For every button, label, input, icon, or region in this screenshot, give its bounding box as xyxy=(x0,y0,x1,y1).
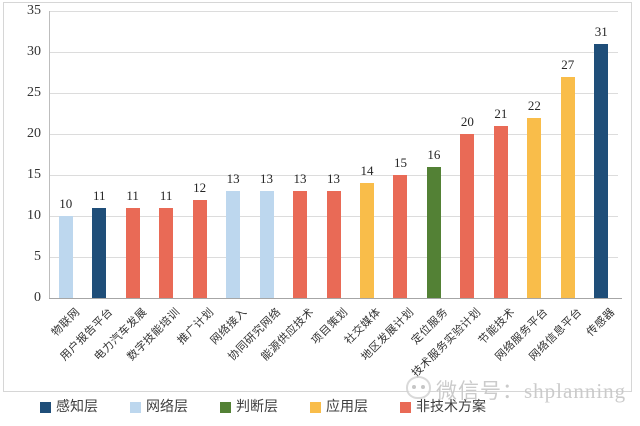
legend-item: 应用层 xyxy=(310,400,368,415)
bar-value-label: 16 xyxy=(427,146,441,162)
legend-swatch-icon xyxy=(40,402,51,413)
bar xyxy=(527,117,542,298)
gridline xyxy=(49,175,618,176)
legend-label: 判断层 xyxy=(236,400,278,415)
bar-value-label: 27 xyxy=(561,56,575,72)
legend-label: 非技术方案 xyxy=(416,400,486,415)
legend-swatch-icon xyxy=(130,402,141,413)
bar-value-label: 14 xyxy=(360,163,374,179)
y-axis-line xyxy=(49,11,50,298)
bar xyxy=(393,175,408,298)
y-axis-tick-label: 0 xyxy=(34,290,41,305)
legend: 感知层 网络层 判断层 应用层 非技术方案 xyxy=(40,400,486,415)
bar xyxy=(192,199,207,298)
bar-value-label: 13 xyxy=(327,171,340,187)
bar xyxy=(226,191,241,298)
y-axis-tick-label: 5 xyxy=(34,249,41,264)
bar xyxy=(594,43,609,298)
y-axis-tick-label: 10 xyxy=(27,208,41,223)
gridline xyxy=(49,134,618,135)
legend-label: 网络层 xyxy=(146,400,188,415)
y-axis-tick-label: 35 xyxy=(27,3,41,18)
y-axis-tick-label: 15 xyxy=(27,167,41,182)
bar-value-label: 11 xyxy=(92,187,106,203)
y-axis-tick-label: 20 xyxy=(27,126,41,141)
bar-value-label: 13 xyxy=(260,171,274,187)
bar xyxy=(58,216,73,298)
bar-value-label: 11 xyxy=(159,187,173,203)
bar-value-label: 13 xyxy=(293,171,307,187)
bar-value-label: 22 xyxy=(527,97,541,113)
bar xyxy=(293,191,308,298)
bar xyxy=(125,207,140,298)
legend-item: 判断层 xyxy=(220,400,278,415)
bar-value-label: 31 xyxy=(594,23,608,39)
legend-item: 网络层 xyxy=(130,400,188,415)
legend-item: 感知层 xyxy=(40,400,98,415)
y-axis-tick-label: 30 xyxy=(27,44,41,59)
legend-swatch-icon xyxy=(400,402,411,413)
gridline xyxy=(49,93,618,94)
gridline xyxy=(49,11,618,12)
bar-value-label: 13 xyxy=(226,171,240,187)
x-axis-line xyxy=(49,298,622,299)
bar xyxy=(560,76,575,298)
legend-swatch-icon xyxy=(220,402,231,413)
legend-swatch-icon xyxy=(310,402,321,413)
bar-value-label: 20 xyxy=(460,114,474,129)
bar-value-label: 21 xyxy=(494,105,508,121)
legend-label: 应用层 xyxy=(326,400,368,415)
bar xyxy=(493,125,508,298)
bar xyxy=(159,207,174,298)
bar-value-label: 12 xyxy=(193,179,207,195)
gridline xyxy=(49,52,618,53)
bar xyxy=(326,191,341,298)
bar xyxy=(460,134,475,298)
bar xyxy=(259,191,274,298)
bar xyxy=(359,183,374,298)
bar-value-label: 15 xyxy=(393,155,407,170)
legend-label: 感知层 xyxy=(56,400,98,415)
chart-frame: 0 5 10 15 20 25 30 35 10 物联网 11 用户报告平台 11 电力汽车发展 11 数字技… xyxy=(3,2,632,392)
bar xyxy=(92,207,107,298)
y-axis-tick-label: 25 xyxy=(27,85,41,100)
bar xyxy=(426,166,441,298)
bar-value-label: 10 xyxy=(59,196,73,211)
legend-item: 非技术方案 xyxy=(400,400,486,415)
bar-value-label: 11 xyxy=(126,187,139,203)
